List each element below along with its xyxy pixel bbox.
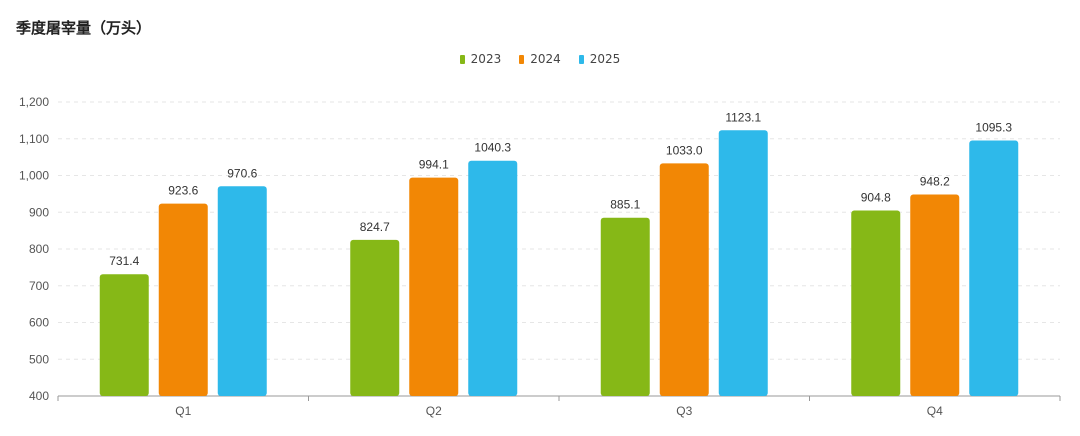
data-label: 1040.3 xyxy=(474,141,511,155)
y-tick-label: 600 xyxy=(29,316,49,330)
data-label: 923.6 xyxy=(168,184,198,198)
data-label: 1033.0 xyxy=(666,143,703,157)
bar-2025-Q4[interactable] xyxy=(969,140,1019,396)
data-labels: 731.4 923.6 970.6 824.7 994.1 1040.3 885.1 1033… xyxy=(109,110,1012,268)
legend-swatch-2025 xyxy=(578,54,584,64)
x-axis: Q1 Q2 Q3 Q4 xyxy=(57,395,1061,418)
legend-item-2025[interactable]: 2025 xyxy=(578,52,621,66)
data-label: 948.2 xyxy=(920,175,950,189)
bar-2024-Q2[interactable] xyxy=(409,177,459,396)
y-tick-label: 1,100 xyxy=(19,132,49,146)
x-tick-label: Q4 xyxy=(927,404,943,418)
x-tick-label: Q3 xyxy=(676,404,692,418)
grid-lines xyxy=(58,101,1060,360)
y-tick-label: 700 xyxy=(29,279,49,293)
bar-2025-Q1[interactable] xyxy=(217,186,267,396)
bar-2024-Q3[interactable] xyxy=(659,163,709,396)
legend-swatch-2024 xyxy=(519,54,525,64)
legend-label-2023: 2023 xyxy=(470,52,502,66)
data-label: 1123.1 xyxy=(725,110,761,124)
legend-item-2024[interactable]: 2024 xyxy=(519,52,561,66)
bar-2023-Q3[interactable] xyxy=(600,217,650,396)
bar-2025-Q3[interactable] xyxy=(718,130,768,397)
legend-label-2025: 2025 xyxy=(589,52,621,66)
legend: 2023 2024 2025 xyxy=(0,52,1080,66)
x-tick-label: Q2 xyxy=(426,404,442,418)
y-tick-label: 800 xyxy=(29,242,49,256)
data-label: 994.1 xyxy=(419,158,449,172)
legend-item-2023[interactable]: 2023 xyxy=(459,52,502,66)
data-label: 731.4 xyxy=(109,254,139,268)
legend-swatch-2023 xyxy=(459,54,465,64)
y-tick-label: 400 xyxy=(29,389,49,403)
y-tick-label: 900 xyxy=(29,205,49,219)
data-label: 1095.3 xyxy=(975,120,1012,134)
bar-2023-Q2[interactable] xyxy=(350,239,400,396)
bar-2024-Q1[interactable] xyxy=(158,203,208,396)
y-tick-label: 1,200 xyxy=(19,95,49,109)
bar-2025-Q2[interactable] xyxy=(468,160,518,396)
chart-title: 季度屠宰量（万头） xyxy=(16,19,152,37)
x-tick-label: Q1 xyxy=(175,404,191,418)
y-tick-label: 500 xyxy=(29,352,49,366)
bar-2023-Q4[interactable] xyxy=(851,210,901,396)
bars xyxy=(99,130,1019,397)
data-label: 904.8 xyxy=(861,190,891,204)
bar-2023-Q1[interactable] xyxy=(99,274,149,396)
data-label: 824.7 xyxy=(360,220,390,234)
legend-label-2024: 2024 xyxy=(530,52,561,66)
y-tick-label: 1,000 xyxy=(19,169,49,183)
data-label: 970.6 xyxy=(227,166,257,180)
bar-2024-Q4[interactable] xyxy=(910,194,960,396)
y-axis: 400 500 600 700 800 900 1,000 1,100 1,200 xyxy=(19,95,49,403)
data-label: 885.1 xyxy=(610,198,640,212)
